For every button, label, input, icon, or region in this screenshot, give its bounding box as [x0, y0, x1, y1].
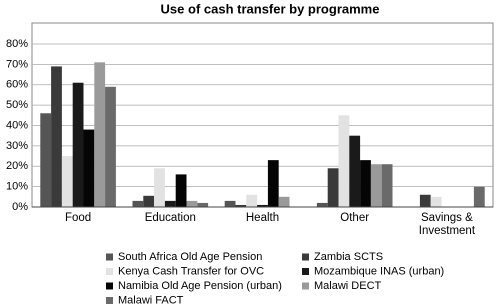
bar — [72, 82, 84, 207]
y-tick-label: 10% — [6, 181, 28, 193]
bar — [235, 204, 247, 207]
bar — [164, 200, 176, 207]
bar — [197, 202, 209, 207]
bar — [132, 200, 144, 207]
bar — [349, 135, 361, 207]
legend-label: Kenya Cash Transfer for OVC — [118, 265, 264, 277]
legend-swatch — [106, 297, 113, 304]
legend-swatch — [302, 268, 309, 275]
bar — [473, 186, 485, 207]
y-tick-label: 30% — [6, 140, 28, 152]
bar — [267, 160, 279, 207]
bar — [370, 164, 382, 207]
bar — [338, 115, 350, 207]
bar — [51, 66, 62, 207]
x-tick-label: Other — [340, 212, 370, 224]
x-tick-label: Savings & Investment — [418, 212, 476, 237]
bar — [224, 200, 236, 207]
bar — [61, 156, 73, 207]
bar — [246, 194, 258, 207]
x-tick-label: Health — [245, 212, 280, 224]
legend-swatch — [302, 253, 309, 261]
bar — [175, 174, 187, 207]
x-tick-label: Food — [64, 212, 92, 224]
legend-label: Mozambique INAS (urban) — [314, 265, 444, 277]
bar — [430, 196, 442, 207]
legend-swatch — [106, 282, 113, 290]
legend-label: Namibia Old Age Pension (urban) — [118, 280, 282, 292]
legend-swatch — [106, 253, 113, 261]
y-tick-label: 80% — [6, 38, 28, 50]
bar — [257, 204, 268, 207]
legend-label: Malawi FACT — [118, 294, 184, 305]
legend-label: Zambia SCTS — [314, 251, 383, 263]
bar — [360, 160, 371, 207]
bar — [327, 168, 339, 207]
y-tick-label: 40% — [6, 119, 28, 131]
legend-label: Malawi DECT — [314, 280, 382, 292]
y-tick-label: 50% — [6, 99, 28, 111]
bar — [154, 168, 165, 207]
y-tick-label: 20% — [6, 160, 28, 172]
y-tick-label: 70% — [6, 58, 28, 70]
legend-swatch — [106, 268, 113, 275]
bar — [419, 194, 431, 207]
legend-label: South Africa Old Age Pension — [118, 251, 262, 263]
x-tick-label: Education — [144, 212, 196, 224]
bar — [278, 196, 290, 207]
bar — [105, 86, 116, 207]
bar — [381, 164, 393, 207]
bar — [94, 62, 106, 208]
y-tick-label: 0% — [12, 201, 28, 213]
legend-swatch — [302, 282, 309, 290]
bar — [186, 200, 198, 207]
bar — [40, 113, 52, 207]
y-tick-label: 60% — [6, 79, 28, 91]
bar — [83, 129, 95, 207]
chart-title: Use of cash transfer by programme — [161, 1, 380, 16]
bar — [143, 195, 155, 207]
bar — [316, 202, 328, 207]
